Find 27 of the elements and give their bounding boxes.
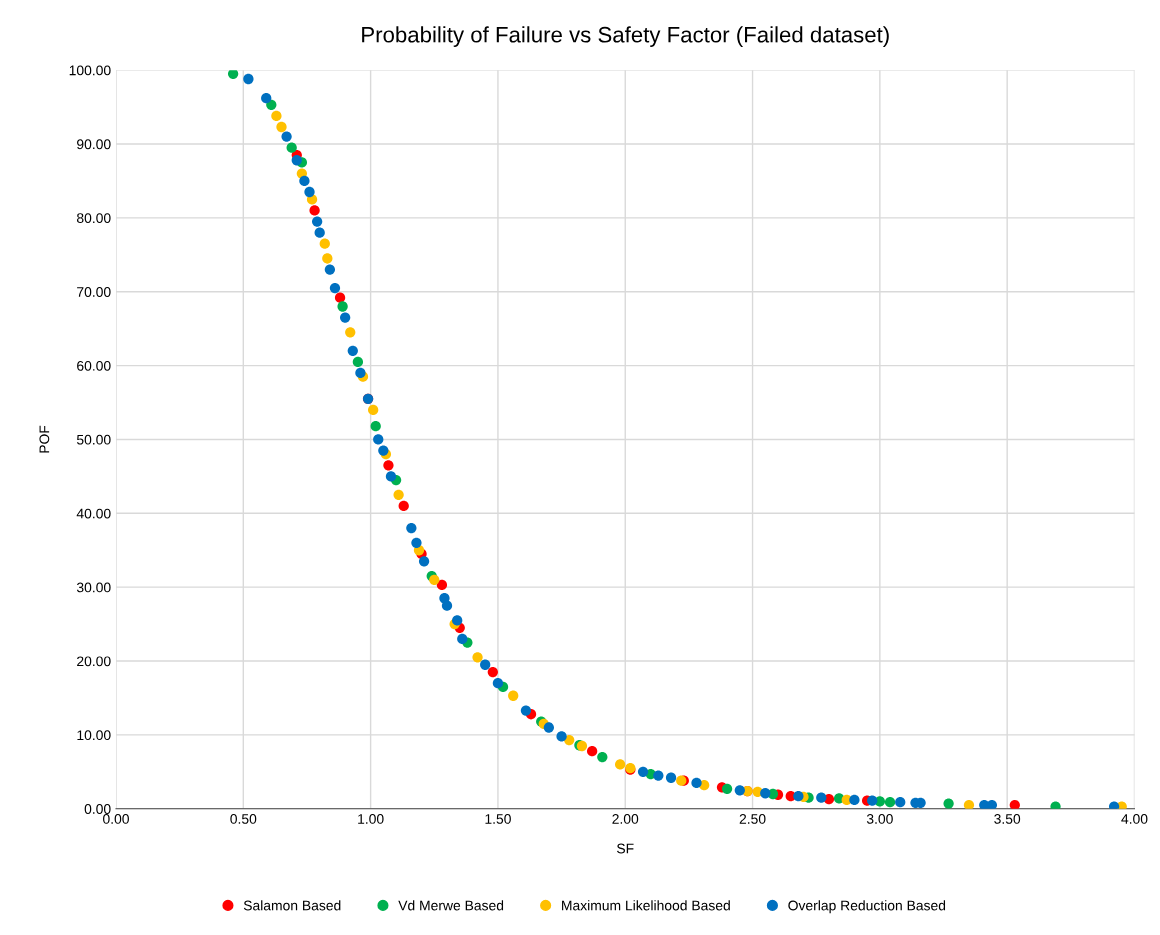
chart-title: Probability of Failure vs Safety Factor (Failed dataset) (362, 26, 889, 47)
x-tick-label: 1.50 (485, 814, 511, 824)
x-tick-label: 0.00 (103, 814, 129, 824)
x-tick-label: 3.50 (994, 814, 1021, 824)
y-tick-label: 30.00 (76, 582, 111, 593)
y-tick-label: 100.00 (69, 65, 111, 76)
y-tick-label: 0.00 (84, 804, 111, 814)
x-tick-label: 4.00 (1121, 814, 1148, 824)
y-tick-label: 10.00 (77, 730, 111, 741)
y-tick-label: 70.00 (77, 287, 111, 297)
x-tick-label: 0.50 (230, 814, 257, 824)
legend-label: Maximum Likelihood Based (562, 900, 730, 911)
x-axis-title: SF (617, 843, 634, 854)
x-tick-label: 2.00 (612, 814, 639, 824)
x-tick-label: 2.50 (739, 814, 766, 824)
y-tick-label: 20.00 (77, 656, 111, 667)
x-tick-label: 1.00 (358, 814, 384, 824)
y-tick-label: 40.00 (76, 508, 111, 519)
legend-label: Vd Merwe Based (398, 900, 504, 911)
legend-label: Overlap Reduction Based (788, 900, 946, 914)
y-tick-label: 50.00 (76, 434, 111, 445)
legend-label: Salamon Based (243, 900, 341, 911)
y-axis-title: POF (39, 425, 50, 453)
y-tick-label: 80.00 (76, 213, 111, 224)
y-tick-label: 60.00 (77, 360, 111, 371)
x-tick-label: 3.00 (866, 814, 893, 824)
y-tick-label: 90.00 (77, 139, 111, 150)
